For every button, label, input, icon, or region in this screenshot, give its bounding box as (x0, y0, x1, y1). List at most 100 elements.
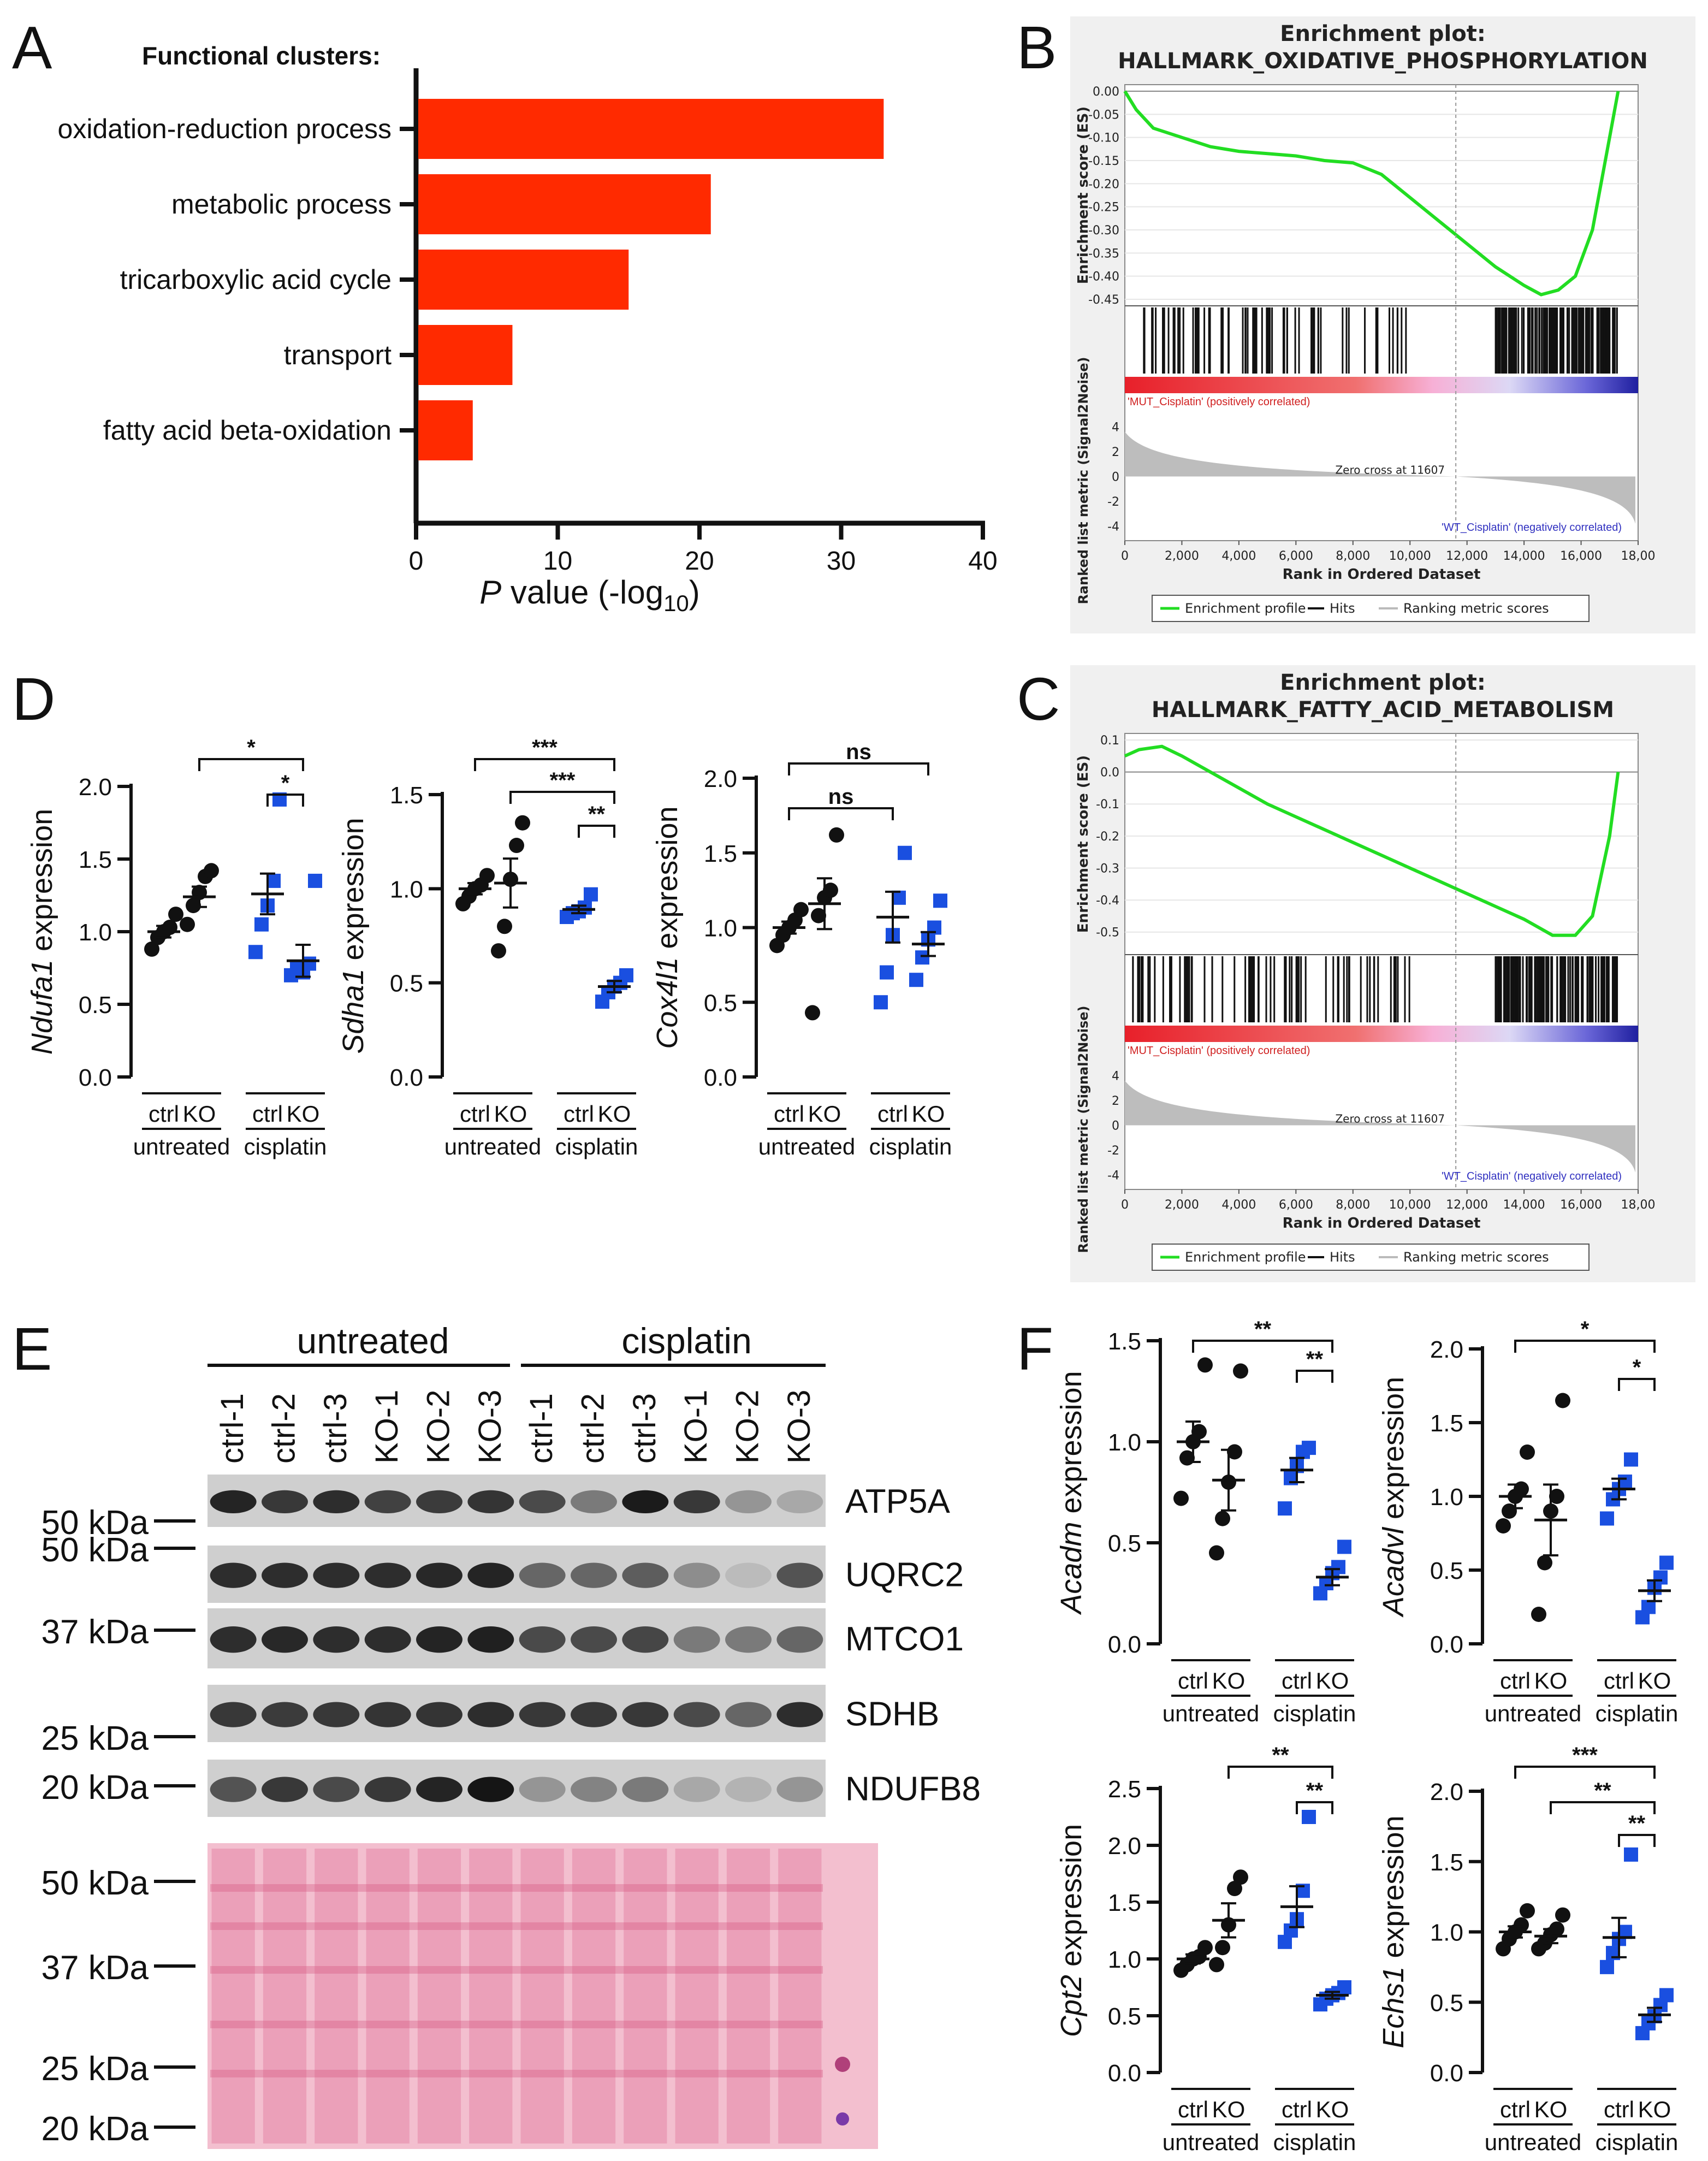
significance-label: *** (1572, 1743, 1598, 1767)
data-point (898, 845, 912, 860)
significance-label: *** (550, 768, 576, 792)
y-tick-label-1: 0.5 (390, 970, 423, 997)
rank-tick-label-6: 12,000 (1446, 549, 1488, 563)
protein-label-1: UQRC2 (845, 1556, 964, 1594)
data-point (1337, 1540, 1351, 1554)
blot-band (673, 1626, 720, 1653)
rank-tick-label-3: 6,000 (1279, 549, 1313, 563)
blot-band (725, 1777, 772, 1802)
blot-band (519, 1562, 566, 1588)
es-axis-label: Enrichment score (ES) (1075, 755, 1092, 933)
wb-treatment-cisplatin: cisplatin (621, 1321, 751, 1361)
negative-correlation-label: 'WT_Cisplatin' (negatively correlated) (1442, 1170, 1622, 1182)
metric-tick-label-4: -4 (1107, 520, 1119, 534)
legend-metric-label: Ranking metric scores (1403, 601, 1549, 616)
data-point (186, 898, 201, 914)
rank-color-bar (1125, 1026, 1638, 1042)
ladder-dot (835, 2057, 850, 2072)
ponceau-stain (207, 1843, 878, 2149)
treatment-label-untreated: untreated (1485, 2129, 1581, 2155)
data-point (254, 917, 269, 932)
rank-tick-label-7: 14,000 (1503, 1198, 1545, 1212)
data-point (1227, 1444, 1242, 1460)
group-label-1: KO (1534, 1668, 1568, 1694)
data-point (1531, 1607, 1546, 1622)
data-point (933, 893, 947, 908)
blot-band (210, 1626, 257, 1653)
blot-band (725, 1626, 772, 1653)
treatment-label-untreated: untreated (1163, 2129, 1259, 2155)
panel-a-xlabel: P value (-log10) (479, 574, 700, 616)
group-label-0: ctrl (149, 1101, 179, 1127)
category-label-2: tricarboxylic acid cycle (120, 264, 392, 295)
panel-letter-e: E (12, 1316, 52, 1383)
blot-band (571, 1490, 617, 1514)
data-point (1600, 1511, 1614, 1526)
es-curve (1123, 90, 1620, 297)
blot-band (262, 1626, 308, 1653)
blot-band (622, 1777, 669, 1802)
data-point (1549, 1489, 1564, 1504)
blot-band (673, 1777, 720, 1802)
y-tick-label-0: 0.0 (1108, 1631, 1141, 1658)
significance-label: *** (532, 736, 558, 760)
data-point (909, 973, 923, 987)
treatment-label-untreated: untreated (133, 1134, 230, 1159)
bar-3 (418, 325, 513, 385)
ponceau-lane (366, 1849, 410, 2144)
panel-letter-b: B (1017, 14, 1057, 81)
es-tick-label-5: -0.25 (1088, 201, 1119, 215)
bar-0 (418, 99, 884, 159)
data-point (144, 941, 159, 957)
wb-lane-label-3: KO-1 (369, 1390, 405, 1464)
blot-band (519, 1702, 566, 1727)
y-tick-label-1: 0.5 (1430, 1990, 1463, 2016)
group-label-3: KO (912, 1101, 945, 1127)
legend-hits-label: Hits (1330, 1250, 1355, 1265)
rank-tick-label-5: 10,000 (1389, 549, 1431, 563)
category-label-4: fatty acid beta-oxidation (103, 415, 392, 446)
gsea-title-line1: Enrichment plot: (1280, 670, 1486, 695)
data-point (1227, 1881, 1242, 1897)
treatment-label-cisplatin: cisplatin (1273, 2129, 1356, 2155)
group-label-2: ctrl (877, 1101, 908, 1127)
x-tick-label-3: 30 (827, 547, 856, 576)
legend-profile-label: Enrichment profile (1185, 601, 1306, 616)
ponceau-band (210, 1922, 823, 1930)
category-label-0: oxidation-reduction process (58, 114, 392, 144)
significance-label: ** (1272, 1743, 1289, 1767)
positive-correlation-label: 'MUT_Cisplatin' (positively correlated) (1128, 396, 1310, 408)
group-label-2: ctrl (1282, 1668, 1312, 1694)
metric-axis-label: Ranked list metric (Signal2Noise) (1076, 357, 1091, 604)
significance-bracket (1514, 1766, 1656, 1779)
significance-label: * (1581, 1317, 1590, 1341)
y-tick-label-2: 1.0 (1430, 1484, 1463, 1511)
x-tick-label-0: 0 (409, 547, 424, 576)
data-point (823, 883, 838, 898)
panel-a-header: Functional clusters: (142, 42, 381, 70)
rank-tick-label-0: 0 (1121, 549, 1129, 563)
protein-label-3: SDHB (845, 1696, 939, 1733)
wb-lane-label-4: KO-2 (421, 1390, 456, 1464)
es-tick-label-1: 0.0 (1100, 766, 1119, 780)
significance-label: ** (1628, 1811, 1646, 1836)
significance-label: ** (588, 802, 606, 826)
data-point (248, 945, 263, 960)
y-tick-label-1: 0.5 (704, 990, 737, 1016)
rank-tick-label-9: 18,00 (1621, 1198, 1656, 1212)
legend-hits-label: Hits (1330, 601, 1355, 616)
significance-label: * (281, 771, 290, 795)
significance-bracket (1618, 1378, 1656, 1391)
y-tick-label-1: 0.5 (79, 992, 112, 1019)
metric-tick-label-2: 0 (1112, 471, 1119, 484)
blot-band (776, 1777, 823, 1802)
category-label-1: metabolic process (171, 189, 392, 220)
ponceau-lane (417, 1849, 461, 2144)
treatment-label-cisplatin: cisplatin (244, 1134, 327, 1159)
y-axis-label: Echs1 expression (1377, 1815, 1410, 2048)
y-axis-label: Cox4l1 expression (651, 806, 684, 1049)
significance-bracket (1227, 1766, 1333, 1779)
group-label-0: ctrl (1500, 2097, 1531, 2122)
